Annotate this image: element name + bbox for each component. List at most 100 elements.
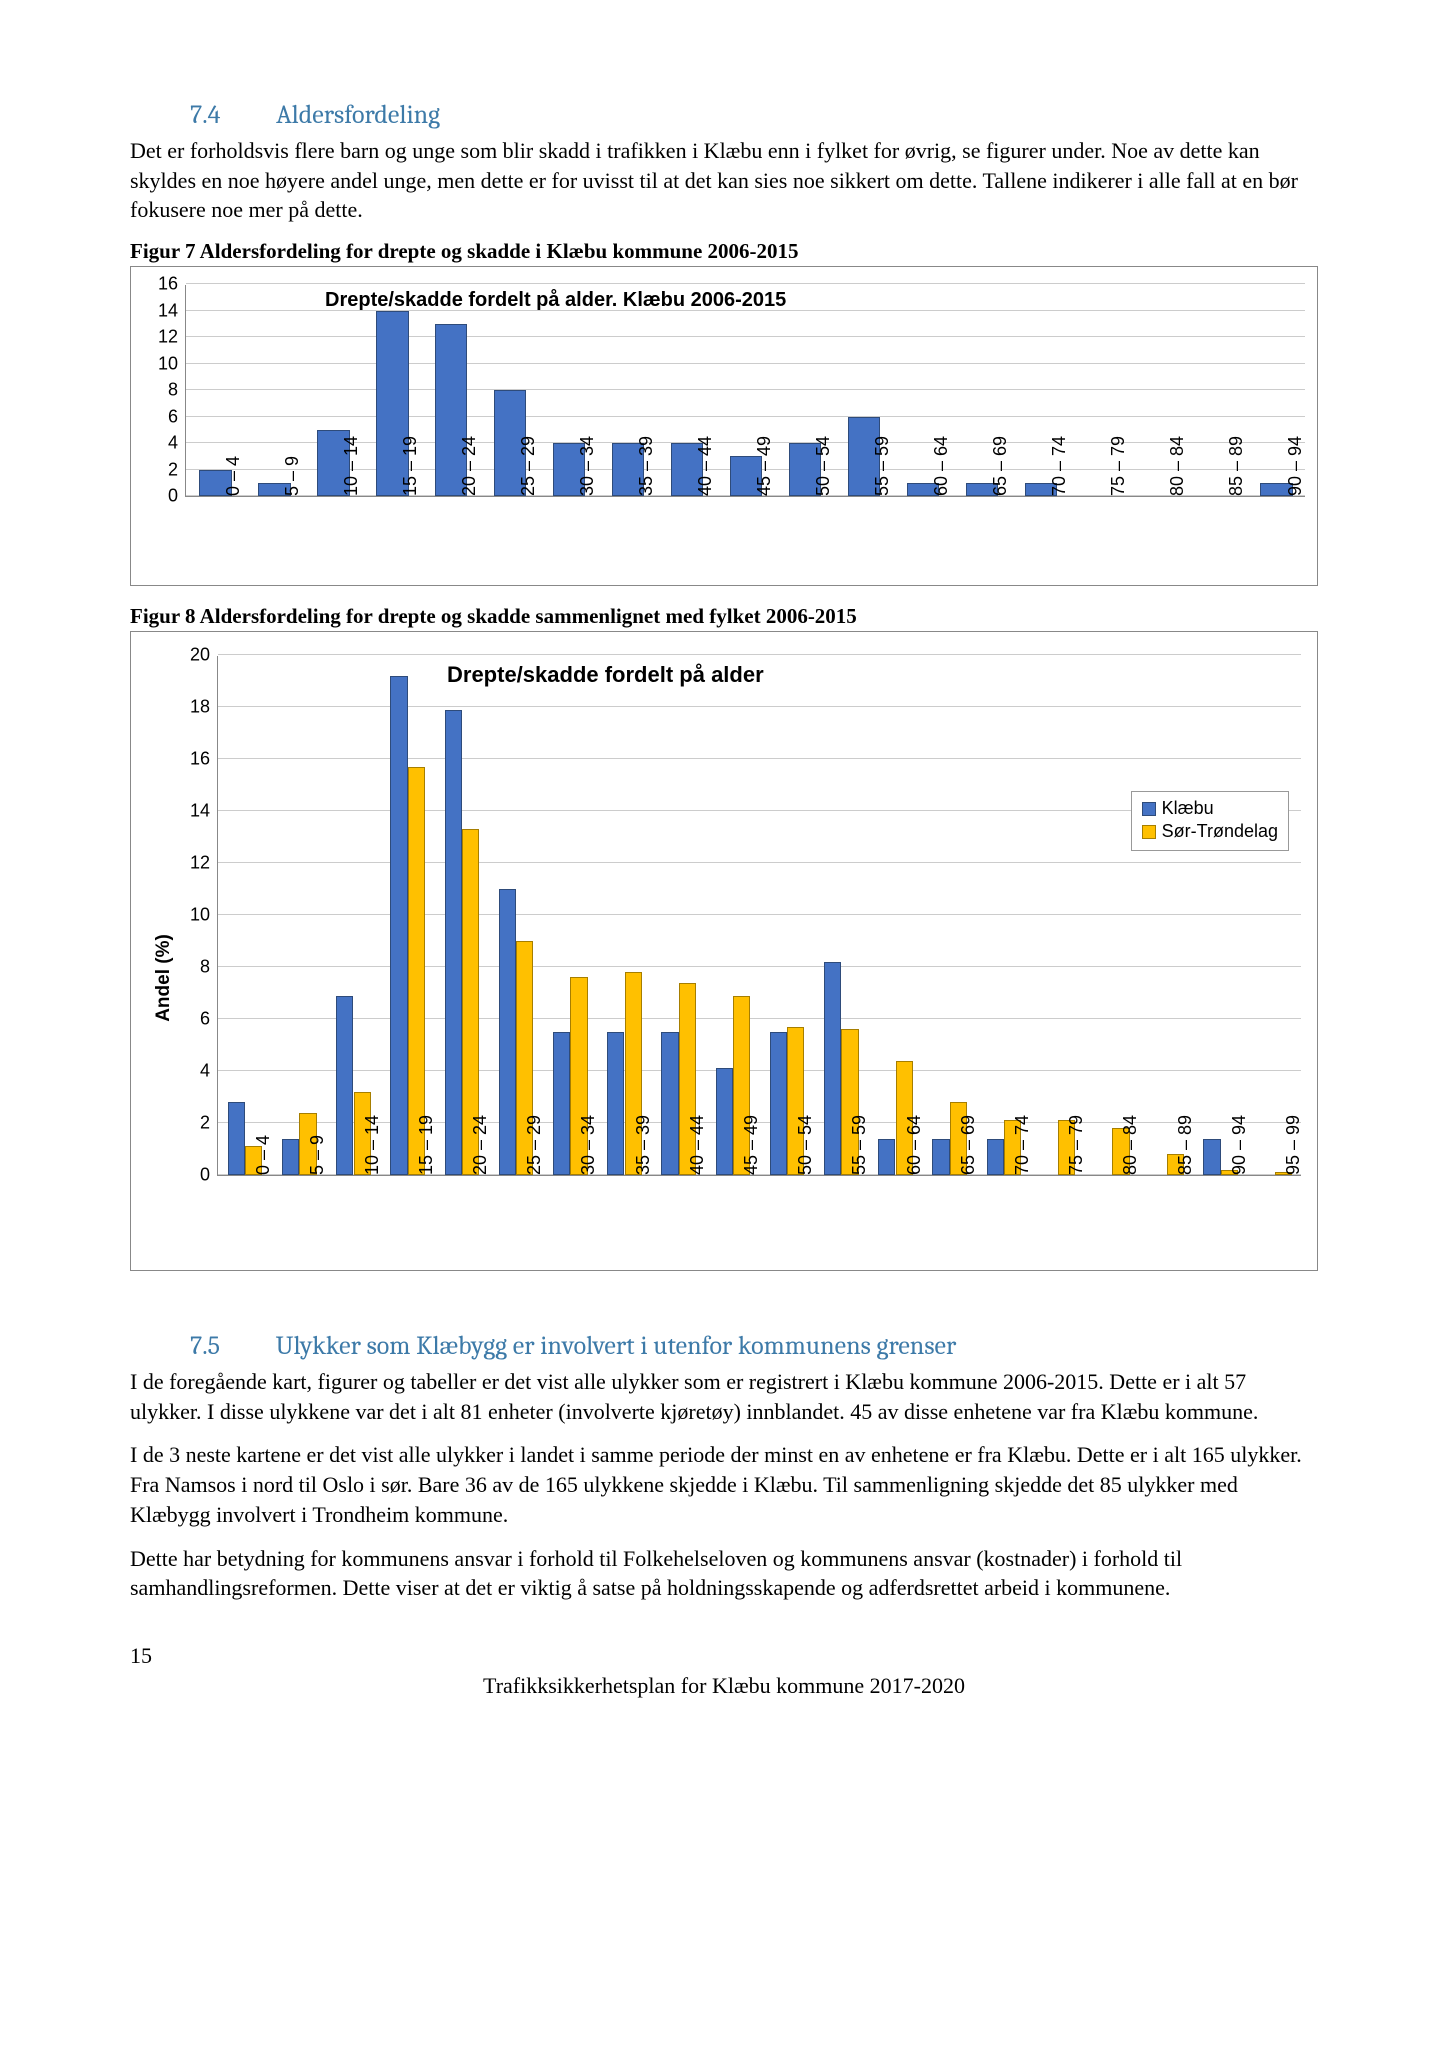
x-tick: 15 – 19 — [408, 1115, 437, 1175]
section-75-number: 7.5 — [190, 1331, 220, 1361]
x-tick: 60 – 64 — [896, 1115, 925, 1175]
section-75-p3: Dette har betydning for kommunens ansvar… — [130, 1544, 1318, 1603]
x-tick: 85 – 89 — [1167, 1115, 1196, 1175]
gridline — [186, 283, 1305, 284]
x-tick: 70 – 74 — [1041, 436, 1070, 496]
x-tick: 50 – 54 — [787, 1115, 816, 1175]
x-tick: 80 – 84 — [1112, 1115, 1141, 1175]
figure8-caption: Figur 8 Aldersfordeling for drepte og sk… — [130, 604, 1318, 629]
y-tick: 0 — [168, 486, 186, 507]
chart-bar — [607, 1032, 624, 1175]
x-tick: 80 – 84 — [1159, 436, 1188, 496]
x-tick: 70 – 74 — [1004, 1115, 1033, 1175]
figure8-title: Drepte/skadde fordelt på alder — [447, 662, 764, 688]
legend-label: Sør-Trøndelag — [1162, 821, 1278, 842]
x-tick: 30 – 34 — [570, 1115, 599, 1175]
x-tick: 20 – 24 — [451, 436, 480, 496]
x-tick: 0 – 4 — [215, 456, 244, 496]
y-tick: 20 — [190, 645, 218, 666]
y-tick: 12 — [190, 853, 218, 874]
section-74-number: 7.4 — [190, 100, 220, 130]
x-tick: 20 – 24 — [462, 1115, 491, 1175]
chart-bar — [228, 1102, 245, 1175]
section-75-p1: I de foregående kart, figurer og tabelle… — [130, 1367, 1318, 1426]
x-tick: 95 – 99 — [1275, 1115, 1304, 1175]
y-tick: 0 — [200, 1165, 218, 1186]
figure7-chart: Drepte/skadde fordelt på alder. Klæbu 20… — [130, 266, 1318, 586]
chart-bar — [716, 1068, 733, 1175]
legend-swatch — [1142, 825, 1156, 839]
x-tick: 5 – 9 — [299, 1135, 328, 1175]
legend-swatch — [1142, 802, 1156, 816]
chart-bar — [878, 1139, 895, 1175]
x-tick: 30 – 34 — [569, 436, 598, 496]
y-tick: 14 — [158, 300, 186, 321]
section-75-heading: 7.5 Ulykker som Klæbygg er involvert i u… — [130, 1331, 1318, 1361]
y-tick: 4 — [200, 1061, 218, 1082]
chart-bar — [390, 676, 407, 1175]
x-tick: 10 – 14 — [354, 1115, 383, 1175]
y-tick: 4 — [168, 433, 186, 454]
chart-bar — [408, 767, 425, 1175]
chart-bar — [770, 1032, 787, 1175]
x-tick: 25 – 29 — [510, 436, 539, 496]
chart-bar — [932, 1139, 949, 1175]
x-tick: 45 – 49 — [733, 1115, 762, 1175]
chart-bar — [282, 1139, 299, 1175]
figure8-legend: KlæbuSør-Trøndelag — [1131, 791, 1289, 851]
footer-title: Trafikksikkerhetsplan for Klæbu kommune … — [130, 1673, 1318, 1699]
x-tick: 40 – 44 — [687, 436, 716, 496]
chart-bar — [553, 1032, 570, 1175]
x-tick: 85 – 89 — [1218, 436, 1247, 496]
x-tick: 50 – 54 — [805, 436, 834, 496]
y-tick: 6 — [168, 406, 186, 427]
x-tick: 55 – 59 — [864, 436, 893, 496]
y-tick: 6 — [200, 1009, 218, 1030]
x-tick: 5 – 9 — [274, 456, 303, 496]
x-tick: 0 – 4 — [245, 1135, 274, 1175]
x-tick: 35 – 39 — [625, 1115, 654, 1175]
section-74-heading: 7.4 Aldersfordeling — [130, 100, 1318, 130]
y-tick: 2 — [200, 1113, 218, 1134]
x-tick: 75 – 79 — [1058, 1115, 1087, 1175]
x-tick: 55 – 59 — [841, 1115, 870, 1175]
y-tick: 10 — [158, 353, 186, 374]
gridline — [218, 654, 1301, 655]
y-tick: 16 — [190, 749, 218, 770]
section-74-paragraph: Det er forholdsvis flere barn og unge so… — [130, 136, 1318, 225]
y-tick: 10 — [190, 905, 218, 926]
chart-bar — [987, 1139, 1004, 1175]
section-75-title: Ulykker som Klæbygg er involvert i utenf… — [276, 1331, 957, 1361]
y-tick: 18 — [190, 697, 218, 718]
x-tick: 90 – 94 — [1277, 436, 1306, 496]
figure8-ylabel: Andel (%) — [153, 935, 175, 1023]
x-tick: 10 – 14 — [333, 436, 362, 496]
chart-bar — [336, 996, 353, 1175]
x-tick: 60 – 64 — [923, 436, 952, 496]
legend-label: Klæbu — [1162, 798, 1214, 819]
chart-bar — [661, 1032, 678, 1175]
x-tick: 40 – 44 — [679, 1115, 708, 1175]
x-tick: 65 – 69 — [982, 436, 1011, 496]
y-tick: 8 — [200, 957, 218, 978]
figure7-title: Drepte/skadde fordelt på alder. Klæbu 20… — [325, 289, 786, 312]
legend-item: Klæbu — [1142, 798, 1278, 819]
chart-bar — [824, 962, 841, 1175]
y-tick: 16 — [158, 274, 186, 295]
figure7-caption: Figur 7 Aldersfordeling for drepte og sk… — [130, 239, 1318, 264]
legend-item: Sør-Trøndelag — [1142, 821, 1278, 842]
figure8-plot: 024681012141618200 – 45 – 910 – 1415 – 1… — [217, 656, 1301, 1176]
chart-bar — [1203, 1139, 1220, 1175]
x-tick: 65 – 69 — [950, 1115, 979, 1175]
y-tick: 8 — [168, 380, 186, 401]
x-tick: 75 – 79 — [1100, 436, 1129, 496]
x-tick: 45 – 49 — [746, 436, 775, 496]
x-tick: 90 – 94 — [1221, 1115, 1250, 1175]
y-tick: 2 — [168, 459, 186, 480]
chart-bar — [445, 710, 462, 1175]
section-75-p2: I de 3 neste kartene er det vist alle ul… — [130, 1440, 1318, 1529]
x-tick: 35 – 39 — [628, 436, 657, 496]
y-tick: 14 — [190, 801, 218, 822]
chart-bar — [499, 889, 516, 1175]
page-number: 15 — [130, 1643, 1318, 1669]
